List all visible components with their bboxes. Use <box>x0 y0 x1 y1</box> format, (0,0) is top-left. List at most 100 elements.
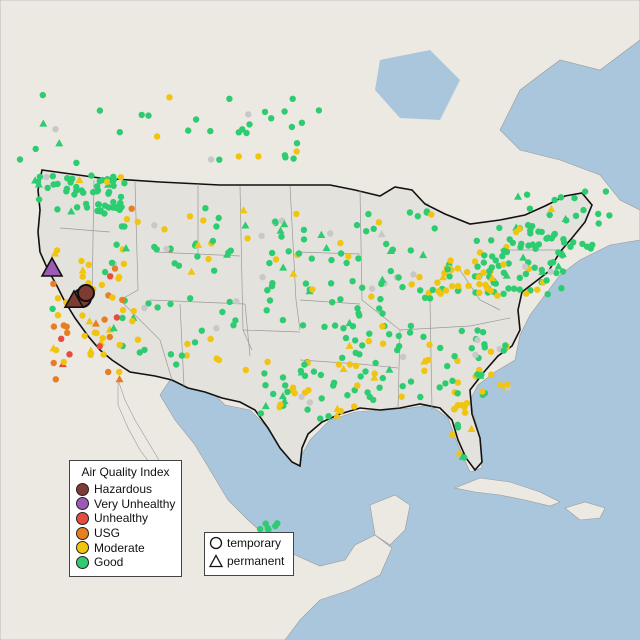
station-marker <box>437 290 444 297</box>
station-marker <box>110 173 117 180</box>
station-marker <box>310 368 318 375</box>
station-marker <box>154 304 161 311</box>
station-marker <box>468 345 475 352</box>
station-marker <box>63 175 71 182</box>
station-marker <box>207 127 214 135</box>
station-marker <box>284 388 291 395</box>
station-marker <box>480 259 487 266</box>
station-marker <box>94 183 101 190</box>
station-marker <box>476 281 483 288</box>
station-marker <box>128 205 135 212</box>
station-marker <box>346 361 354 368</box>
station-marker <box>354 382 361 389</box>
station-marker <box>449 377 456 384</box>
station-marker <box>246 121 253 128</box>
station-marker <box>337 296 344 303</box>
station-marker <box>297 368 306 376</box>
station-marker <box>300 236 308 243</box>
station-marker <box>261 401 270 410</box>
station-marker <box>426 295 434 302</box>
station-marker <box>385 365 394 373</box>
station-marker <box>119 314 126 322</box>
station-marker <box>516 274 523 281</box>
station-marker <box>410 271 417 278</box>
station-marker <box>49 173 56 180</box>
station-marker <box>353 221 361 229</box>
station-marker <box>317 230 326 238</box>
station-marker <box>96 178 104 185</box>
station-marker <box>428 211 435 218</box>
station-marker <box>289 95 296 103</box>
station-marker <box>101 316 108 323</box>
station-marker <box>454 379 461 386</box>
station-marker <box>368 293 375 300</box>
station-marker <box>337 250 345 257</box>
station-marker <box>285 248 292 255</box>
station-marker <box>407 378 415 385</box>
station-marker <box>504 381 511 388</box>
station-marker <box>52 346 60 354</box>
station-marker <box>481 252 488 259</box>
station-marker <box>555 249 562 256</box>
station-marker <box>209 237 217 245</box>
station-marker <box>439 273 448 281</box>
station-marker <box>230 322 237 329</box>
station-marker <box>474 336 481 344</box>
station-marker <box>551 196 558 204</box>
station-marker <box>502 271 511 279</box>
station-marker <box>272 218 279 225</box>
station-marker <box>315 107 323 114</box>
station-marker <box>328 256 335 264</box>
station-marker <box>276 226 285 234</box>
station-marker <box>595 220 602 227</box>
station-marker <box>434 279 441 286</box>
station-marker <box>110 198 117 206</box>
station-marker <box>494 292 501 299</box>
station-marker <box>113 314 121 321</box>
station-marker <box>219 308 226 316</box>
station-marker <box>516 225 523 233</box>
station-marker <box>108 259 116 266</box>
station-marker <box>377 230 386 238</box>
legend-item-unhealthy: Unhealthy <box>70 511 181 526</box>
station-marker <box>499 253 506 260</box>
station-marker <box>359 284 366 291</box>
station-marker <box>337 407 345 415</box>
station-marker <box>471 258 479 265</box>
station-marker <box>546 211 553 219</box>
station-marker <box>298 393 305 400</box>
legend-label: USG <box>94 526 121 541</box>
station-marker <box>58 335 65 342</box>
station-marker <box>60 358 67 366</box>
station-marker <box>300 226 308 234</box>
station-marker <box>99 334 107 342</box>
station-marker <box>581 188 589 195</box>
hazardous-swatch-icon <box>76 482 89 496</box>
station-marker <box>514 192 523 200</box>
station-marker <box>394 346 401 354</box>
good-swatch-icon <box>76 555 89 569</box>
yucatan-peninsula <box>369 494 411 546</box>
station-marker <box>255 153 262 160</box>
station-marker <box>332 411 341 419</box>
station-marker <box>241 221 250 229</box>
station-marker <box>472 351 479 359</box>
station-marker <box>73 187 80 194</box>
station-marker <box>505 260 512 267</box>
station-marker <box>130 307 137 315</box>
station-marker <box>454 402 462 409</box>
station-marker <box>329 299 336 306</box>
station-marker <box>280 220 289 228</box>
station-marker <box>502 342 509 349</box>
station-marker <box>205 255 212 263</box>
station-marker <box>525 242 532 249</box>
station-marker <box>531 264 538 271</box>
station-marker <box>104 178 111 185</box>
station-marker <box>264 358 271 365</box>
station-marker <box>50 323 58 330</box>
aqi-legend: Air Quality Index Hazardous Very Unhealt… <box>69 460 182 577</box>
station-marker <box>496 224 503 232</box>
station-marker <box>200 217 207 224</box>
station-marker <box>289 269 298 277</box>
station-marker <box>73 159 80 166</box>
